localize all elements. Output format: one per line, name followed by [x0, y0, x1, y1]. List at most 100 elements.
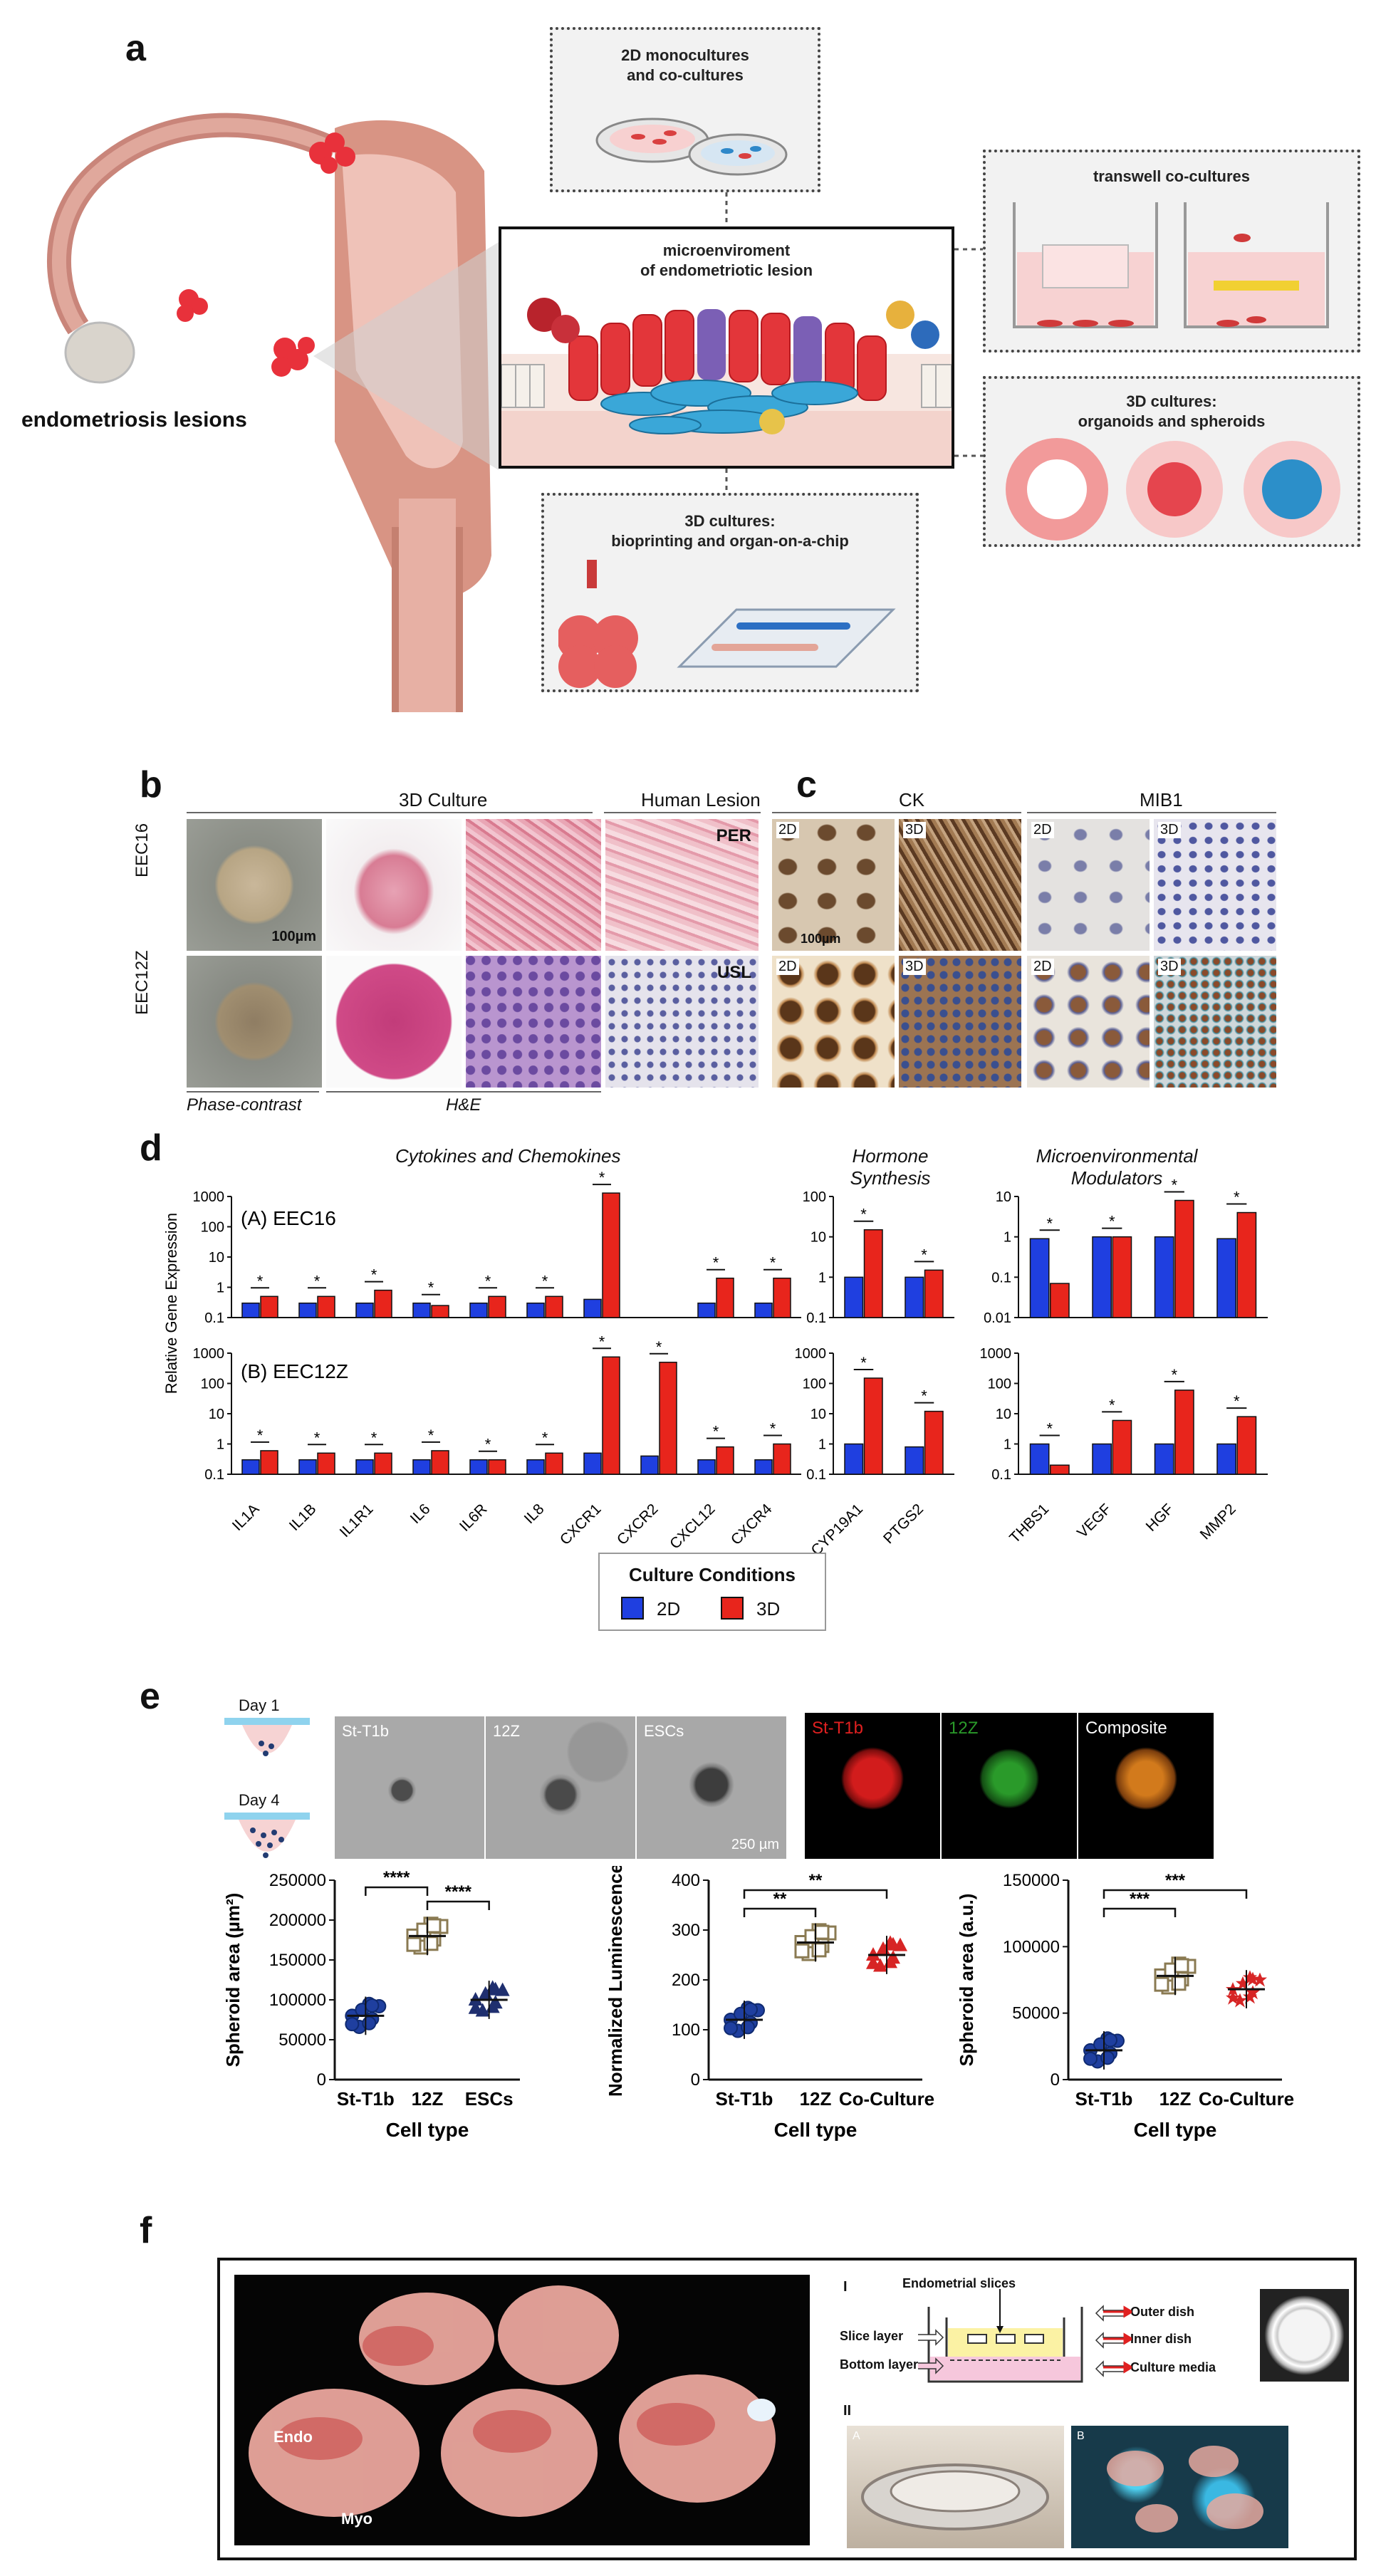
f-slice-layer: Slice layer [840, 2329, 904, 2343]
e-point-St-T1b [724, 2020, 738, 2035]
d-tick-label: 0.01 [984, 1310, 1011, 1326]
b-row2: EEC12Z [132, 950, 152, 1015]
b-he-eec16-2 [466, 819, 601, 951]
e-img-escs: ESCs [644, 1722, 684, 1740]
d-cat-THBS1: THBS1 [1006, 1501, 1052, 1546]
d-tick-label: 10 [209, 1407, 224, 1422]
bar-3d-VEGF [1112, 1236, 1132, 1318]
panel-f-label: f [140, 2210, 152, 2251]
f-culture-media: Culture media [1130, 2360, 1216, 2374]
e-point-St-T1b [744, 2002, 758, 2017]
bar-3d-CXCR2 [659, 1362, 677, 1475]
e-ylabel: Spheroid area (µm²) [222, 1893, 244, 2067]
sig-star-CYP19A1: * [860, 1206, 867, 1224]
bar-3d-PTGS2 [924, 1269, 944, 1318]
d-tick-label: 10 [209, 1250, 224, 1266]
e-cat-ESCs: ESCs [465, 2088, 514, 2110]
e-sig-4-label: ** [809, 1871, 823, 1890]
d-cat-IL8: IL8 [521, 1501, 548, 1527]
f-slices-label: Endometrial slices [902, 2276, 1016, 2290]
d-group3-title: Microenvironmental Modulators [1036, 1145, 1198, 1189]
sig-star-CXCR4: * [770, 1254, 776, 1272]
f-inner-dish: Inner dish [1130, 2332, 1192, 2346]
e-point-Co-Culture [1226, 1990, 1240, 2005]
legend-3d-label: 3D [756, 1598, 781, 1620]
bar-2d-IL6R [469, 1302, 488, 1318]
e-cat-Co-Culture: Co-Culture [839, 2088, 934, 2110]
d-tick-label: 0.1 [204, 1310, 224, 1326]
sig-star-IL8: * [542, 1429, 548, 1446]
d-cat-MMP2: MMP2 [1197, 1501, 1239, 1543]
b-he-eec16-1 [326, 819, 462, 951]
panel-e-label: e [140, 1676, 160, 1717]
bar-3d-HGF [1174, 1389, 1194, 1475]
f-roman-1: I [843, 2279, 848, 2295]
e-tick-label: 100000 [269, 1991, 326, 2010]
c-header-ck: CK [899, 789, 925, 810]
c-tag-3d-d: 3D [1158, 959, 1181, 975]
e-fluor-12z: 12Z [942, 1713, 1077, 1859]
e-cat-St-T1b: St-T1b [337, 2088, 395, 2110]
legend-3d-swatch [721, 1597, 744, 1620]
sig-star-MMP2: * [1234, 1189, 1240, 1206]
bar-2d-PTGS2 [905, 1446, 924, 1475]
e-cat-St-T1b: St-T1b [1075, 2088, 1133, 2110]
e-tick-label: 50000 [278, 2030, 326, 2050]
bar-2d-CYP19A1 [844, 1443, 864, 1475]
sig-star-IL6R: * [485, 1272, 491, 1290]
e-xlabel-1: Cell type [386, 2119, 469, 2141]
d-tick-label: 0.1 [806, 1467, 826, 1483]
sig-star-IL1A: * [257, 1272, 264, 1290]
d-group1-title: Cytokines and Chemokines [395, 1145, 621, 1167]
d-tick-label: 10 [996, 1189, 1011, 1205]
e-sig-4 [743, 1889, 888, 1899]
legend-2d-label: 2D [657, 1598, 681, 1620]
box-transwell-title: transwell co-cultures [1093, 167, 1251, 185]
e-day1-drop-icon [224, 1718, 310, 1756]
b-lesion-usl: USL [605, 956, 759, 1088]
box-2d-cultures: 2D monocultures and co-cultures [550, 27, 820, 192]
e-point-Co-Culture [886, 1936, 900, 1951]
c-header-mib: MIB1 [1140, 789, 1183, 810]
e-point-12Z [423, 1936, 439, 1951]
sig-star-PTGS2: * [921, 1387, 927, 1405]
bar-3d-THBS1 [1050, 1464, 1070, 1475]
sig-star-HGF: * [1171, 1176, 1177, 1194]
uterus-illustration [47, 113, 499, 712]
e-img-12z: 12Z [493, 1722, 520, 1740]
box-3d-bioprinting: 3D cultures: bioprinting and organ-on-a-… [541, 493, 919, 692]
e-point-St-T1b [1103, 2033, 1117, 2048]
e-sig-3-label: ** [773, 1889, 787, 1909]
f-petri-photo-illustration [861, 2463, 1049, 2530]
bar-2d-VEGF [1092, 1443, 1112, 1475]
e-point-12Z [811, 1942, 827, 1958]
bar-3d-VEGF [1112, 1419, 1132, 1475]
e-tick-label: 0 [691, 2070, 700, 2090]
b-scale: 100µm [271, 929, 316, 944]
f-bottom-layer: Bottom layer [840, 2357, 919, 2372]
c-tag-3d-c: 3D [903, 959, 926, 975]
e-sig-1-label: **** [383, 1868, 410, 1887]
panel-c-label: c [796, 764, 817, 805]
e-tick-label: 400 [672, 1871, 700, 1890]
bar-2d-IL1R1 [355, 1302, 374, 1318]
sig-star-VEGF: * [1109, 1396, 1115, 1414]
bioprinting-chip-icon [558, 560, 896, 688]
e-cat-12Z: 12Z [1159, 2088, 1192, 2110]
d-tick-label: 1000 [980, 1346, 1012, 1362]
e-day4: Day 4 [239, 1791, 280, 1809]
f-roman-2: II [843, 2403, 852, 2419]
d-cat-HGF: HGF [1143, 1501, 1177, 1535]
d-tick-label: 1000 [193, 1346, 225, 1362]
box-3d-organoids: 3D cultures: organoids and spheroids [983, 376, 1360, 547]
e-sig-2-label: **** [445, 1882, 472, 1902]
d-tick-label: 100 [988, 1377, 1011, 1392]
b-lesion-per: PER [605, 819, 759, 951]
d-tick-label: 1000 [795, 1346, 827, 1362]
c-ck-3d-eec12z: 3D [899, 956, 1021, 1088]
bar-3d-HGF [1174, 1199, 1194, 1318]
e-ylabel: Normalized Luminescence [605, 1866, 626, 2097]
d-cat-PTGS2: PTGS2 [880, 1501, 927, 1547]
sig-star-CXCR1: * [599, 1169, 605, 1187]
d-row-a: (A) EEC16 [241, 1207, 336, 1229]
